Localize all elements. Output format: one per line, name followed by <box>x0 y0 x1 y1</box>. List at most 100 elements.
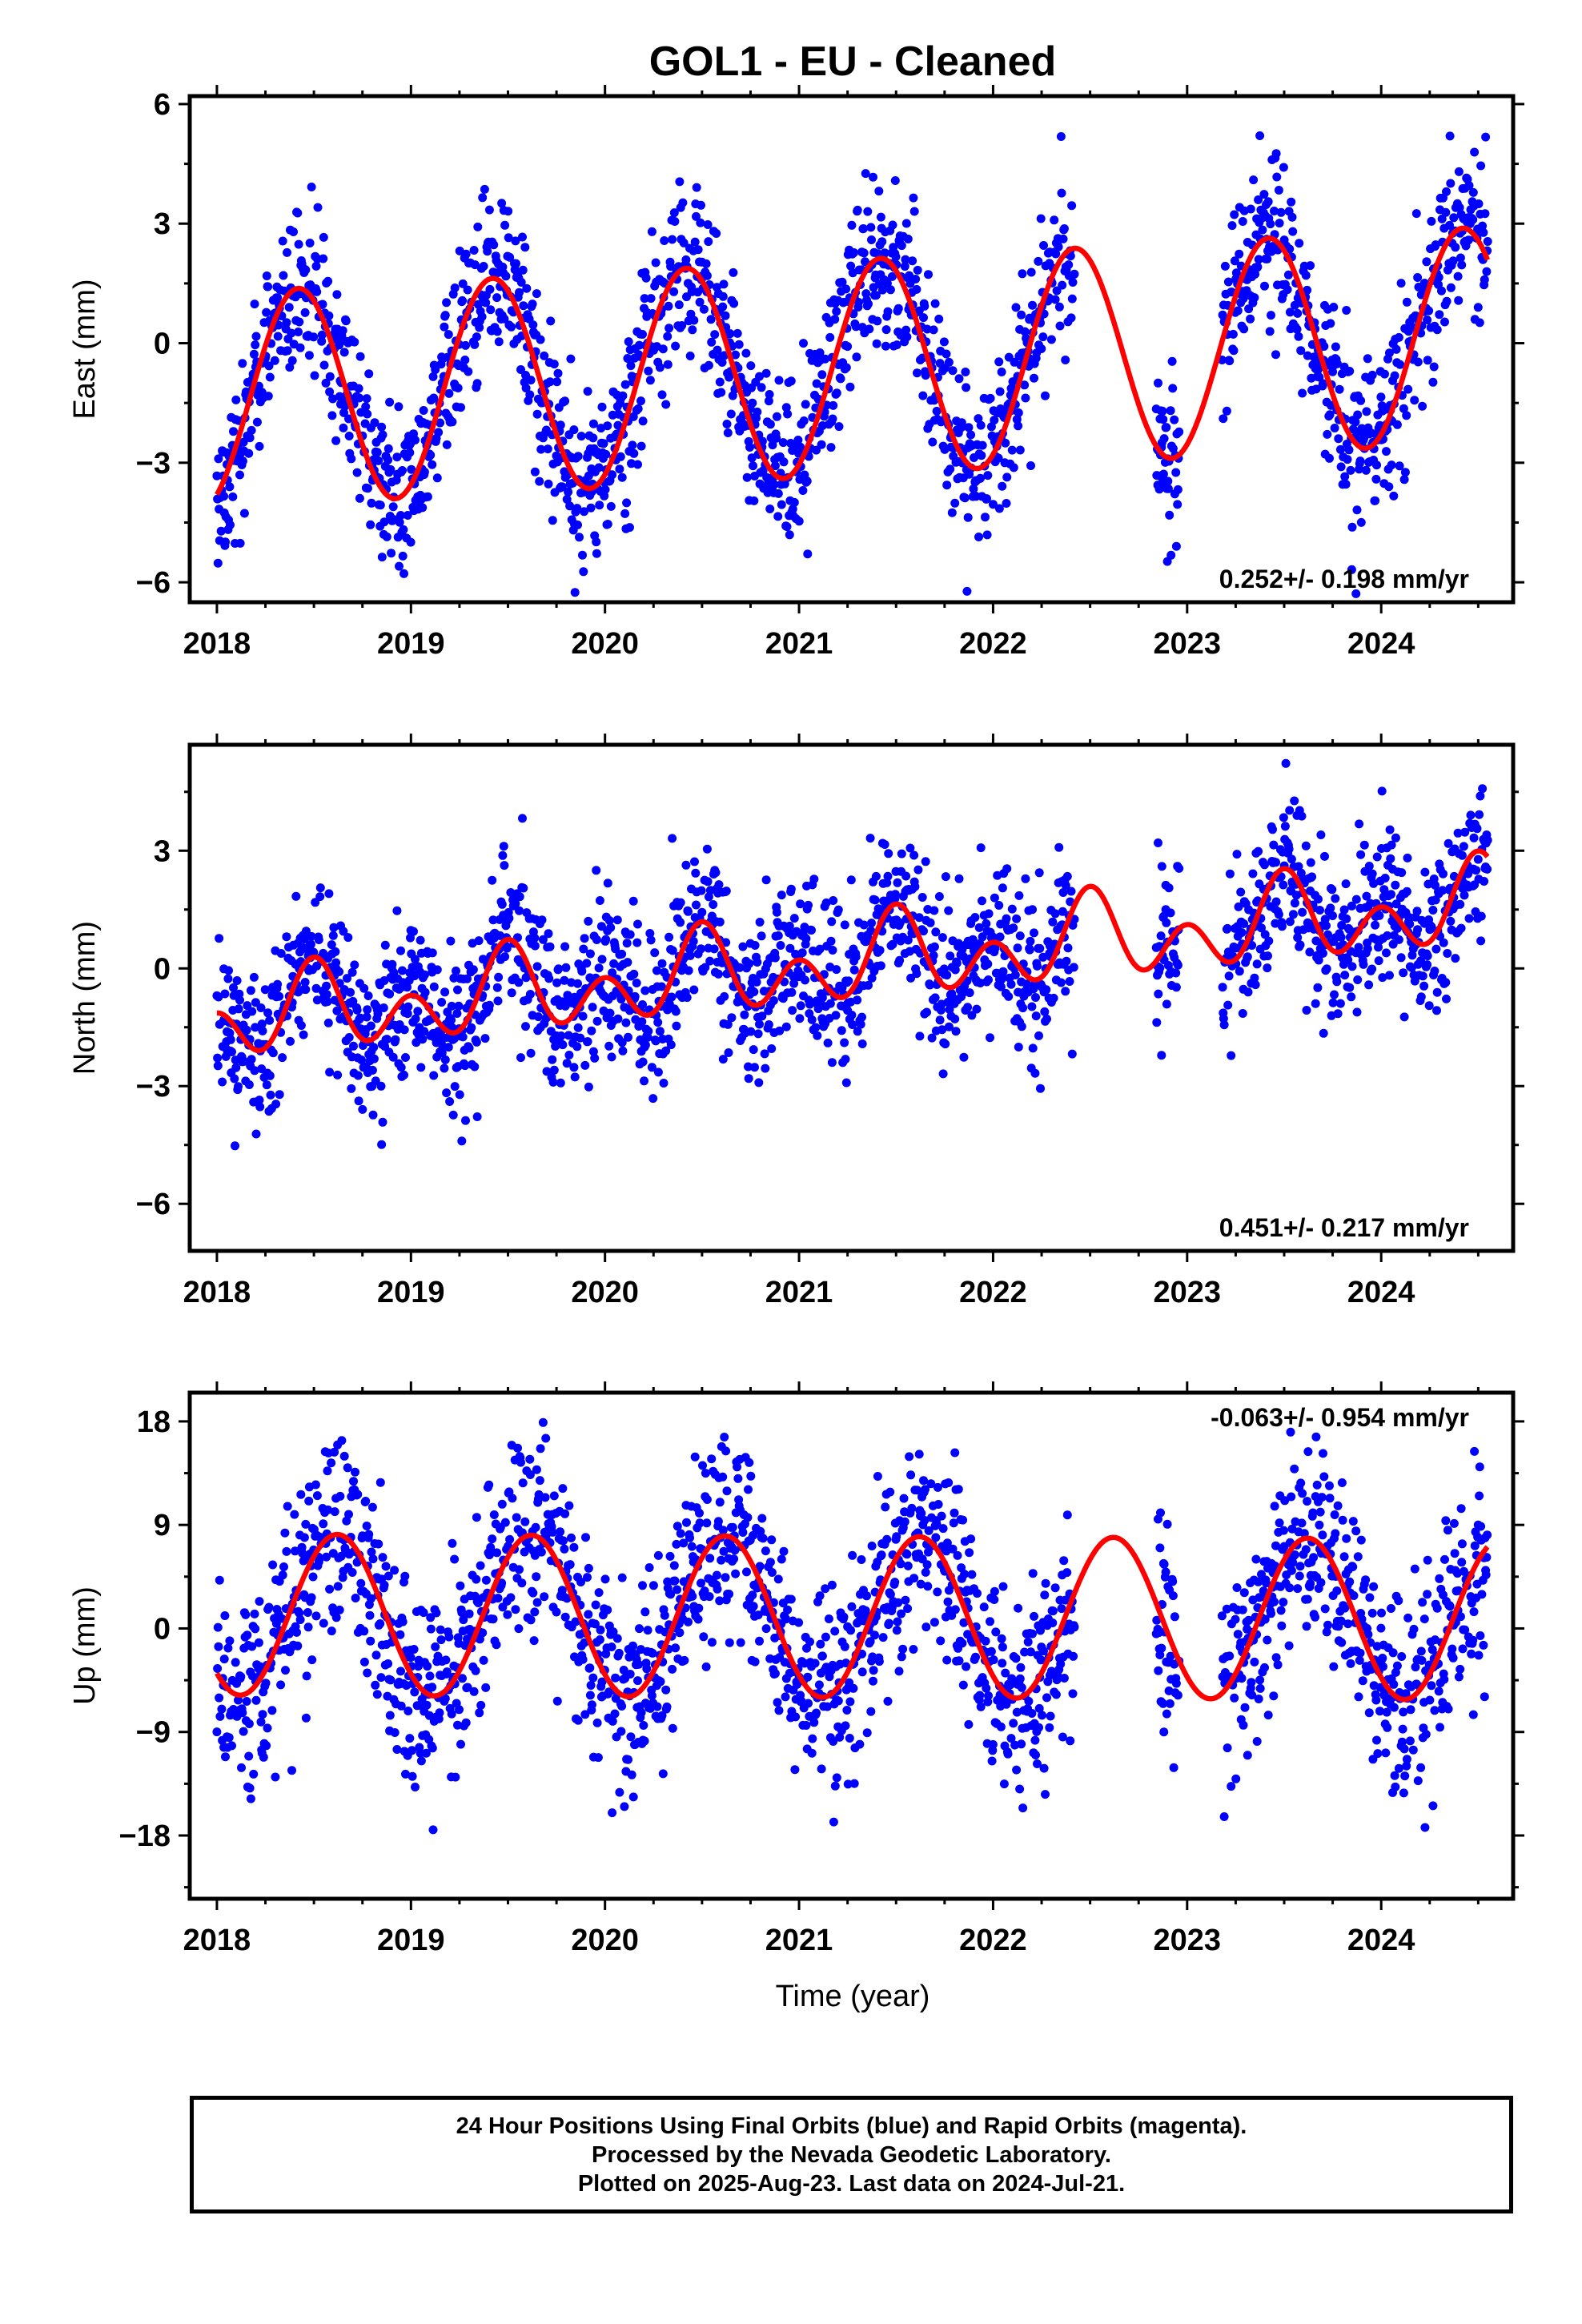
data-point <box>283 1502 292 1511</box>
data-point <box>348 996 358 1006</box>
data-point <box>392 452 402 462</box>
data-point <box>506 1593 516 1602</box>
data-point <box>799 416 809 425</box>
data-point <box>274 320 283 330</box>
data-point <box>1429 362 1439 372</box>
data-point <box>1319 1028 1328 1038</box>
data-point <box>799 339 808 348</box>
data-point <box>1424 306 1434 316</box>
data-point <box>379 1003 388 1012</box>
data-point <box>1014 1043 1023 1051</box>
data-point <box>557 1586 567 1595</box>
data-point <box>470 1062 480 1072</box>
data-point <box>837 1026 846 1035</box>
data-point <box>666 1590 676 1599</box>
data-point <box>224 966 233 975</box>
data-point <box>434 428 444 437</box>
data-point <box>1387 840 1396 850</box>
data-point <box>435 1708 444 1718</box>
data-point <box>692 211 701 221</box>
data-point <box>938 1025 947 1035</box>
data-point <box>396 1630 405 1639</box>
data-point <box>624 1755 632 1764</box>
data-point <box>1399 404 1408 413</box>
data-point <box>494 972 504 982</box>
data-point <box>729 299 739 308</box>
data-point <box>776 941 785 950</box>
data-point <box>319 232 328 242</box>
data-point <box>488 915 498 925</box>
data-point <box>442 440 452 449</box>
data-point <box>552 978 562 987</box>
data-point <box>769 996 778 1005</box>
data-point <box>1372 852 1382 862</box>
data-point <box>1260 860 1269 870</box>
data-point <box>948 366 958 376</box>
data-point <box>770 461 780 471</box>
data-point <box>959 1052 969 1062</box>
data-point <box>327 1626 336 1636</box>
data-point <box>628 1792 638 1802</box>
data-point <box>390 1728 400 1737</box>
data-point <box>413 1007 423 1016</box>
data-point <box>229 983 238 992</box>
data-point <box>432 965 442 975</box>
data-point <box>746 1471 756 1481</box>
data-point <box>1385 348 1394 358</box>
data-point <box>781 1022 791 1031</box>
data-point <box>1380 369 1389 379</box>
data-point <box>358 1104 367 1114</box>
data-point <box>1319 342 1329 351</box>
data-point <box>584 1082 593 1092</box>
data-point <box>1336 932 1346 942</box>
data-point <box>411 1014 420 1023</box>
data-point <box>1456 923 1466 933</box>
data-point <box>299 1533 309 1542</box>
data-point <box>718 1526 728 1535</box>
data-point <box>1026 267 1036 277</box>
data-point <box>364 369 374 379</box>
data-point <box>1174 427 1184 436</box>
data-point <box>419 406 428 415</box>
data-point <box>761 875 771 885</box>
data-point <box>632 979 641 987</box>
data-point <box>725 329 735 339</box>
data-point <box>576 1578 585 1586</box>
data-point <box>1457 850 1467 860</box>
data-point <box>811 1023 821 1032</box>
data-point <box>556 1031 566 1040</box>
data-point <box>442 1088 452 1098</box>
data-point <box>1464 914 1474 923</box>
data-point <box>436 1635 446 1645</box>
data-point <box>599 439 608 448</box>
data-point <box>600 485 610 494</box>
data-point <box>1290 796 1299 806</box>
data-point <box>396 511 405 520</box>
data-point <box>588 1673 598 1683</box>
data-point <box>1331 342 1340 352</box>
data-point <box>1018 269 1027 279</box>
data-point <box>425 1671 435 1681</box>
data-point <box>765 505 775 513</box>
data-point <box>1020 327 1030 336</box>
data-point <box>492 1548 502 1558</box>
data-point <box>585 949 595 959</box>
data-point <box>1480 275 1489 284</box>
data-point <box>640 986 650 995</box>
data-point <box>1336 462 1346 472</box>
data-point <box>514 1624 524 1634</box>
data-point <box>504 233 513 243</box>
data-point <box>681 255 691 264</box>
data-point <box>335 340 344 350</box>
data-point <box>1063 943 1073 953</box>
data-point <box>1391 833 1400 842</box>
data-point <box>645 929 655 938</box>
data-point <box>1301 271 1311 280</box>
data-point <box>1419 279 1429 287</box>
data-point <box>481 298 491 308</box>
data-point <box>675 1628 685 1638</box>
data-point <box>330 1507 339 1517</box>
data-point <box>761 368 771 378</box>
data-point <box>1279 813 1288 822</box>
data-point <box>810 1659 820 1668</box>
